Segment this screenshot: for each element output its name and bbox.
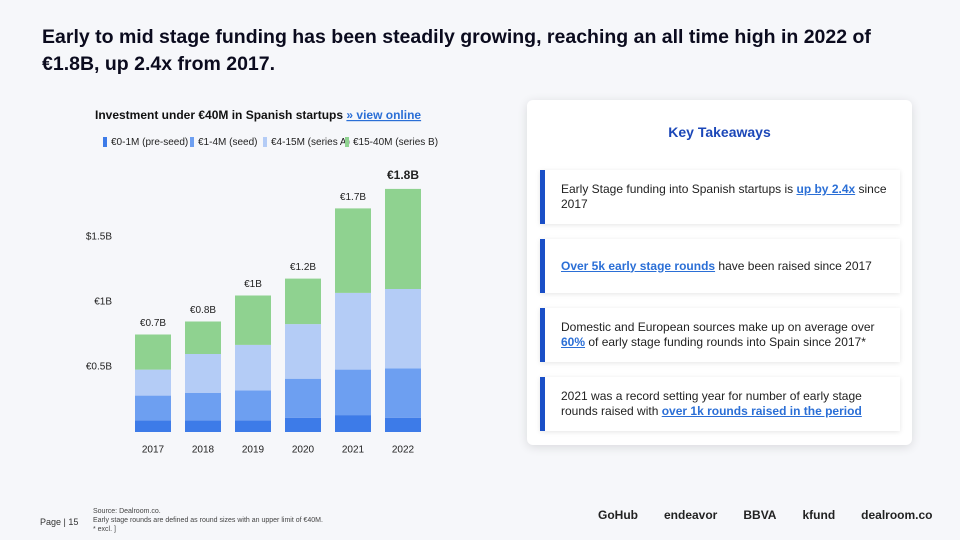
chart-title: Investment under €40M in Spanish startup… [95, 108, 421, 122]
footnote: Source: Dealroom.co. [93, 508, 161, 515]
bar-segment [335, 208, 371, 293]
takeaway-text: Early Stage funding into Spanish startup… [561, 182, 888, 212]
x-tick-label: 2022 [392, 445, 415, 456]
bar-segment [385, 417, 421, 432]
takeaway-segment: Early Stage funding into Spanish startup… [561, 182, 797, 196]
bar-segment [285, 417, 321, 432]
bar-segment [335, 369, 371, 416]
bar-segment [285, 324, 321, 379]
bar-segment [185, 393, 221, 421]
takeaway: Early Stage funding into Spanish startup… [540, 170, 900, 224]
x-tick-label: 2020 [292, 445, 315, 456]
legend-swatch [103, 137, 107, 147]
total-label: €1.8B [387, 168, 419, 182]
logo: dealroom.co [861, 508, 933, 522]
bar-segment [235, 390, 271, 421]
bar-segment [185, 354, 221, 393]
bar-segment [285, 378, 321, 418]
logo: BBVA [743, 508, 777, 522]
bar-segment [185, 321, 221, 354]
takeaway-text: Over 5k early stage rounds have been rai… [561, 259, 872, 274]
view-online-link[interactable]: » view online [346, 108, 421, 122]
takeaway-link[interactable]: over 1k rounds raised in the period [661, 404, 862, 418]
legend-label: €15-40M (series B) [353, 137, 438, 148]
legend-label: €4-15M (series A) [271, 137, 350, 148]
bar-segment [135, 395, 171, 421]
x-tick-label: 2018 [192, 445, 215, 456]
logos: GoHub endeavor BBVA kfund dealroom.co [598, 508, 933, 522]
bar-segment [335, 415, 371, 432]
slide-title: Early to mid stage funding has been stea… [42, 26, 871, 75]
takeaway-segment: of early stage funding rounds into Spain… [585, 335, 866, 349]
total-label: €1.7B [340, 192, 366, 203]
bar-segment [235, 420, 271, 432]
bar-segment [385, 368, 421, 418]
y-tick-label: €0.5B [86, 362, 112, 373]
bar-segment [235, 295, 271, 345]
bar-segment [335, 292, 371, 370]
takeaway-text: 2021 was a record setting year for numbe… [561, 389, 888, 419]
footnote: * excl. ] [93, 526, 116, 533]
takeaway-link[interactable]: Over 5k early stage rounds [561, 258, 716, 273]
bar-segment [185, 420, 221, 432]
legend-swatch [345, 137, 349, 147]
takeaway-segment: since 2017 [561, 182, 887, 211]
takeaway-segment: Domestic and European sources make up on… [561, 320, 875, 334]
takeaway-link[interactable]: up by 2.4x [796, 182, 856, 196]
page-number: Page | 15 [40, 517, 79, 527]
legend-label: €1-4M (seed) [198, 137, 257, 148]
footnote: Early stage rounds are defined as round … [93, 517, 323, 524]
chart: Investment under €40M in Spanish startup… [86, 108, 438, 456]
takeaway-segment: have been raised since 2017 [715, 258, 872, 273]
takeaways-card: Key Takeaways Early Stage funding into S… [527, 100, 912, 445]
bar-segment [385, 289, 421, 369]
takeaway-text: Domestic and European sources make up on… [561, 320, 888, 350]
legend-label: €0-1M (pre-seed) [111, 137, 188, 148]
takeaway: 2021 was a record setting year for numbe… [540, 377, 900, 431]
bar-segment [135, 334, 171, 370]
x-tick-label: 2021 [342, 445, 365, 456]
bar-segment [385, 188, 421, 289]
bar-segment [135, 369, 171, 396]
legend-swatch [190, 137, 194, 147]
legend-swatch [263, 137, 267, 147]
total-label: €0.8B [190, 305, 216, 316]
y-tick-label: €1B [94, 297, 112, 308]
total-label: €1B [244, 279, 262, 290]
total-label: €1.2B [290, 262, 316, 273]
footnotes: Source: Dealroom.co. Early stage rounds a… [93, 507, 323, 534]
logo: endeavor [664, 508, 718, 522]
x-tick-label: 2019 [242, 445, 265, 456]
takeaways-title: Key Takeaways [668, 124, 771, 140]
y-tick-label: $1.5B [86, 232, 112, 243]
bar-segment [285, 278, 321, 325]
bar-segment [135, 420, 171, 432]
x-tick-label: 2017 [142, 445, 165, 456]
takeaway-link[interactable]: 60% [561, 335, 586, 349]
takeaway: Over 5k early stage rounds have been rai… [540, 239, 900, 293]
total-label: €0.7B [140, 318, 166, 329]
logo: kfund [802, 508, 836, 522]
bar-segment [235, 344, 271, 391]
takeaway: Domestic and European sources make up on… [540, 308, 900, 362]
logo: GoHub [598, 508, 638, 522]
takeaway-segment: 2021 was a record setting year for numbe… [561, 389, 862, 418]
